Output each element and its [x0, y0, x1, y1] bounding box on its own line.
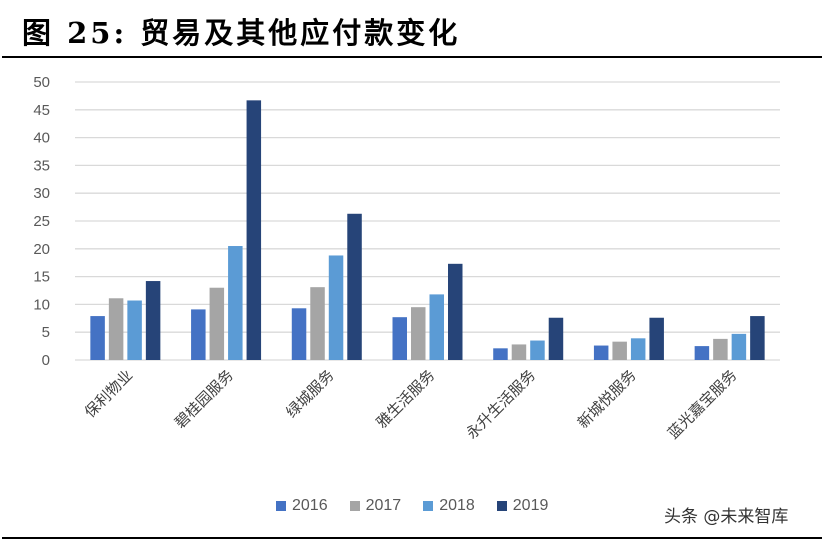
y-tick-label: 40	[33, 130, 50, 147]
x-tick-label: 保利物业	[81, 366, 136, 421]
bar-2019	[347, 213, 362, 360]
legend-swatch-2016	[276, 501, 286, 511]
bar-2018	[530, 340, 545, 360]
x-tick-label: 碧桂园服务	[171, 366, 237, 432]
bar-2016	[191, 309, 206, 360]
y-tick-label: 15	[33, 269, 50, 286]
y-tick-label: 25	[33, 213, 50, 230]
legend-swatch-2019	[496, 501, 507, 511]
y-tick-label: 30	[33, 185, 50, 202]
bar-2016	[593, 345, 609, 360]
bar-2019	[145, 281, 161, 360]
legend-label: 2016	[292, 497, 328, 514]
figure-title: 图 25: 贸易及其他应付款变化	[22, 16, 461, 50]
bar-2018	[731, 333, 747, 360]
y-tick-label: 5	[42, 324, 50, 341]
bar-2016	[392, 317, 407, 360]
legend-label: 2019	[512, 497, 549, 514]
bottom-rule	[2, 537, 822, 539]
y-tick-label: 50	[33, 74, 50, 91]
legend-item-2019: 2019	[496, 497, 549, 515]
bars	[90, 100, 765, 361]
legend-swatch-2018	[423, 501, 434, 511]
x-tick-label: 蓝光嘉宝服务	[664, 366, 740, 442]
y-tick-label: 20	[33, 241, 50, 258]
x-tick-label: 永升生活服务	[463, 366, 539, 442]
x-tick-label: 新城悦服务	[574, 366, 640, 432]
legend-item-2016: 2016	[276, 497, 328, 515]
bar-2017	[612, 341, 627, 360]
y-axis-ticks: 0 5 10 15 20 25 30 35 40 45 50	[33, 74, 50, 369]
y-tick-label: 45	[33, 102, 50, 119]
bar-2019	[649, 317, 664, 360]
legend-swatch-2017	[349, 501, 360, 511]
bar-2018	[429, 294, 444, 360]
bar-2018	[630, 338, 646, 360]
y-tick-label: 10	[33, 296, 50, 313]
bar-2019	[448, 263, 463, 360]
y-tick-label: 35	[33, 157, 50, 174]
bar-2017	[511, 344, 527, 360]
bar-2016	[493, 348, 508, 360]
legend-label: 2018	[439, 497, 475, 514]
bar-2016	[694, 346, 710, 360]
x-tick-label: 雅生活服务	[373, 366, 439, 432]
x-tick-label: 绿城服务	[282, 366, 337, 421]
watermark: 头条 @未来智库	[664, 507, 789, 527]
legend-item-2018: 2018	[423, 497, 475, 515]
bar-2019	[750, 316, 765, 360]
y-tick-label: 0	[42, 352, 50, 369]
legend: 2016 2017 2018 2019	[276, 497, 548, 515]
bar-2018	[127, 300, 142, 360]
bar-2019	[246, 100, 262, 361]
bar-2017	[713, 338, 728, 360]
bar-2017	[310, 287, 325, 360]
legend-item-2017: 2017	[349, 497, 402, 515]
x-axis-labels: 保利物业 碧桂园服务 绿城服务 雅生活服务 永升生活服务 新城悦服务 蓝光嘉宝服务	[81, 366, 740, 442]
bar-2019	[548, 317, 564, 360]
bar-2017	[108, 298, 124, 360]
gridlines	[75, 81, 780, 361]
legend-label: 2017	[365, 497, 402, 514]
bar-2016	[291, 308, 307, 360]
title-rule	[2, 56, 822, 58]
bar-2018	[228, 246, 243, 360]
bar-2017	[411, 307, 426, 360]
bar-2017	[209, 287, 225, 360]
bar-2018	[328, 255, 344, 360]
bar-2016	[90, 316, 105, 360]
